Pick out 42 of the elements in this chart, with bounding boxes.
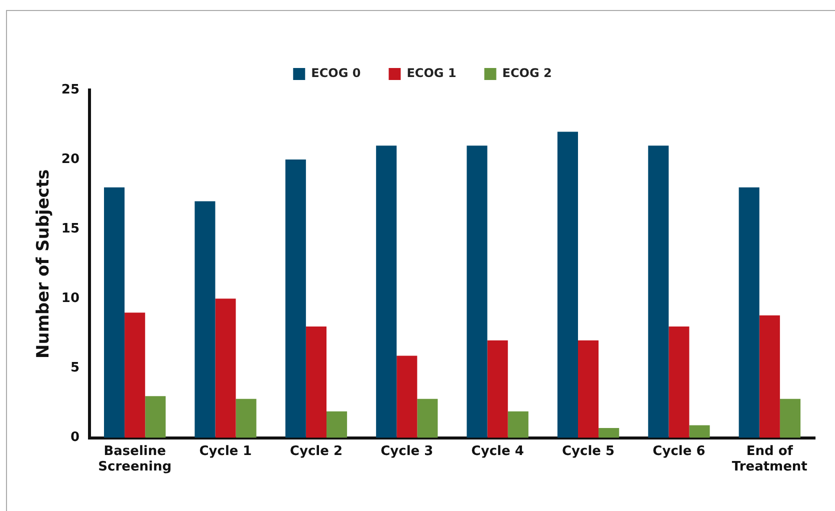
bar <box>466 146 488 438</box>
y-axis-title: Number of Subjects <box>34 169 54 359</box>
bar <box>557 132 578 438</box>
bar <box>578 340 599 438</box>
y-tick-label: 0 <box>70 430 80 446</box>
bar <box>738 187 760 438</box>
bar <box>780 398 800 438</box>
bar <box>648 146 669 438</box>
legend-label: ECOG 1 <box>406 66 456 80</box>
bar <box>598 428 620 438</box>
x-tick-label: Cycle 6 <box>652 444 706 459</box>
bar <box>104 187 125 438</box>
bar <box>376 146 397 438</box>
y-tick-label: 10 <box>61 291 80 306</box>
x-tick-label: Cycle 2 <box>290 444 342 459</box>
x-tick-label: Cycle 3 <box>380 444 434 459</box>
bar <box>236 398 256 438</box>
bar <box>396 356 418 438</box>
bar <box>759 315 780 438</box>
legend-label: ECOG 0 <box>311 66 361 80</box>
x-tick-label: End of Treatment <box>732 444 808 475</box>
bar <box>508 411 528 438</box>
legend-label: ECOG 2 <box>502 66 552 80</box>
bar <box>487 340 508 438</box>
bar <box>668 326 690 438</box>
x-tick-label: Cycle 4 <box>471 444 524 459</box>
x-tick-label: Baseline Screening <box>98 444 172 475</box>
bar <box>417 398 438 438</box>
bar <box>215 298 236 438</box>
y-tick-label: 20 <box>61 152 80 167</box>
y-tick-label: 25 <box>61 82 80 98</box>
x-tick-label: Cycle 1 <box>199 444 252 459</box>
x-tick-label: Cycle 5 <box>562 444 615 459</box>
bar <box>326 411 348 438</box>
y-tick-label: 5 <box>70 360 80 376</box>
bar <box>285 160 306 438</box>
bar <box>124 312 146 438</box>
bar <box>145 396 166 438</box>
bar <box>194 201 216 438</box>
bar <box>689 425 710 438</box>
y-tick-label: 15 <box>61 221 80 236</box>
bar <box>306 326 326 438</box>
